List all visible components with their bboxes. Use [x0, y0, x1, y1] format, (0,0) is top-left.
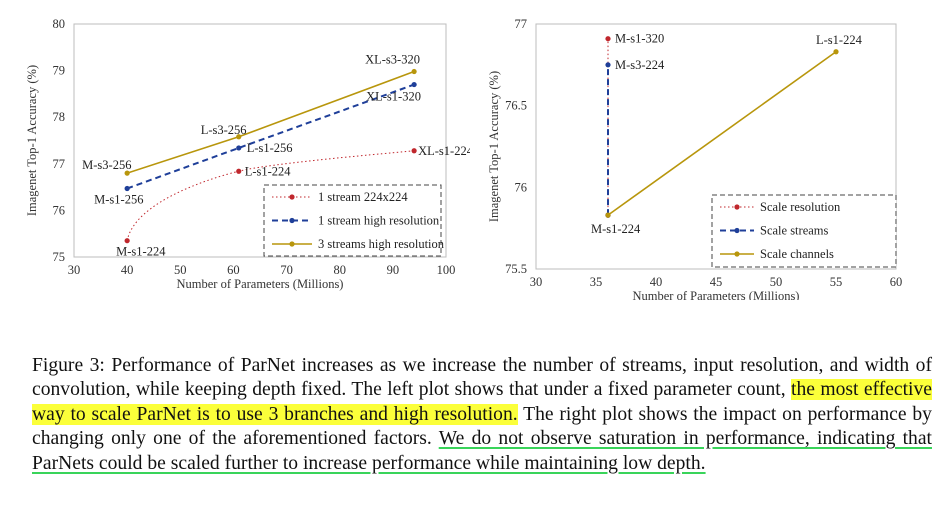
right-legend-label: Scale streams: [760, 224, 829, 238]
right-series-1-point: [605, 36, 611, 42]
left-series-3-line: [126, 70, 415, 174]
right-series-3-point: [833, 49, 839, 55]
right-series-2-data-label: M-s3-224: [615, 58, 665, 72]
right-series-3-point: [605, 212, 611, 218]
left-series-1-data-label: XL-s1-224: [418, 144, 470, 158]
right-series-2-point: [605, 62, 611, 68]
right-legend-label: Scale resolution: [760, 200, 841, 214]
left-x-axis-title: Number of Parameters (Millions): [177, 277, 344, 291]
right-x-tick-label: 60: [890, 275, 903, 289]
right-x-tick-label: 40: [650, 275, 663, 289]
caption-underlined: We do not observe saturation in performa…: [32, 428, 932, 474]
left-legend-label: 1 stream high resolution: [318, 214, 440, 228]
left-y-tick-label: 77: [53, 157, 66, 171]
left-series-3-point: [236, 134, 242, 140]
left-series-1-point: [236, 168, 242, 174]
left-series-2-point: [236, 145, 242, 151]
left-series-2-line: [126, 83, 415, 190]
left-series-3-data-label: XL-s3-320: [365, 53, 420, 67]
left-y-tick-label: 75: [53, 250, 66, 264]
left-legend-swatch-marker: [289, 194, 295, 200]
left-x-tick-label: 100: [437, 263, 456, 277]
right-y-tick-label: 75.5: [505, 262, 527, 276]
right-x-tick-label: 55: [830, 275, 843, 289]
left-legend-label: 1 stream 224x224: [318, 190, 408, 204]
left-x-tick-label: 90: [387, 263, 400, 277]
right-x-tick-label: 45: [710, 275, 723, 289]
right-legend-swatch-marker: [734, 251, 740, 257]
right-legend-swatch-marker: [734, 204, 740, 210]
left-legend-label: 3 streams high resolution: [318, 237, 445, 251]
left-series-2-point: [124, 185, 130, 192]
left-legend-swatch-marker: [289, 241, 295, 247]
caption-text-1: Figure 3: Performance of ParNet increase…: [32, 355, 932, 401]
caption-text-2: The right plot shows the impact on perfo…: [32, 403, 932, 450]
right-legend-box: [711, 194, 897, 268]
left-y-axis-title: Imagenet Top-1 Accuracy (%): [25, 65, 39, 216]
right-y-tick-label: 77: [515, 17, 528, 31]
right-x-tick-label: 50: [770, 275, 783, 289]
left-series-3-data-label: M-s3-256: [82, 158, 131, 172]
right-plot-frame: [535, 23, 897, 270]
right-series-3-data-label: L-s1-224: [816, 33, 863, 47]
right-legend-label: Scale channels: [760, 247, 834, 261]
right-x-tick-label: 30: [530, 275, 543, 289]
left-x-tick-label: 40: [121, 263, 134, 277]
left-plot-frame: [73, 23, 447, 258]
left-series-1-data-label: L-s1-224: [245, 164, 292, 178]
right-y-tick-label: 76.5: [505, 99, 527, 113]
left-series-2-data-label: M-s1-256: [94, 192, 143, 206]
left-x-tick-label: 70: [280, 263, 293, 277]
right-y-tick-label: 76: [515, 180, 528, 194]
right-series-1-data-label: M-s1-320: [615, 32, 664, 46]
left-series-1-data-label: M-s1-224: [116, 245, 166, 259]
left-series-2-data-label: XL-s1-320: [366, 90, 421, 104]
left-legend-swatch-marker: [289, 217, 295, 224]
left-x-tick-label: 80: [333, 263, 346, 277]
left-y-tick-label: 78: [53, 110, 66, 124]
left-series-2-data-label: L-s1-256: [247, 141, 293, 155]
left-y-tick-label: 76: [53, 203, 66, 217]
left-series-3-point: [124, 170, 130, 176]
right-y-axis-title: Imagenet Top-1 Accuracy (%): [487, 71, 501, 222]
right-legend-swatch-marker: [734, 227, 740, 234]
left-series-3-data-label: L-s3-256: [201, 123, 247, 137]
left-series-1-point: [124, 238, 130, 244]
right-chart: 30 35 40 45 50 55 60 75.5 76 76.5 77 Number of Para…: [487, 17, 903, 300]
left-y-tick-label: 79: [53, 64, 66, 78]
right-series-3-line: [607, 51, 837, 216]
left-x-tick-label: 50: [174, 263, 187, 277]
left-x-tick-label: 30: [68, 263, 81, 277]
left-x-tick-label: 60: [227, 263, 240, 277]
figure-caption: Figure 3: Performance of ParNet increase…: [32, 354, 932, 476]
left-series-2-point: [411, 81, 417, 88]
right-x-axis-title: Number of Parameters (Millions): [633, 289, 800, 300]
left-y-tick-label: 80: [53, 17, 66, 31]
left-series-3-point: [411, 68, 417, 75]
left-series-1-point: [411, 148, 417, 154]
right-series-1-data-label: M-s1-224: [591, 222, 641, 236]
right-x-tick-label: 35: [590, 275, 603, 289]
